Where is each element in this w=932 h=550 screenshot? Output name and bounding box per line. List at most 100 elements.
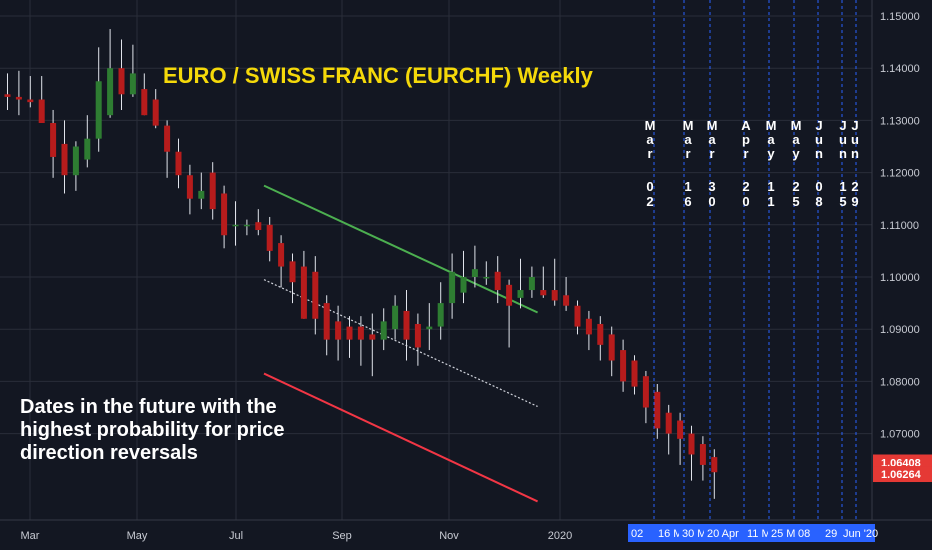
- candle-body: [232, 224, 239, 227]
- candle: [642, 370, 649, 424]
- candle-body: [426, 326, 433, 330]
- candle: [72, 141, 79, 191]
- future-date-axis-bg: [704, 524, 744, 542]
- future-date-label-char: J: [839, 118, 846, 133]
- future-date-label-char: 5: [792, 194, 799, 209]
- y-tick-label: 1.10000: [880, 272, 920, 284]
- candle: [677, 412, 684, 465]
- candle: [506, 279, 513, 348]
- candle: [323, 295, 330, 356]
- future-date-axis-label: 20 Apr: [704, 524, 744, 542]
- grid-lines: [0, 0, 872, 520]
- candle-body: [221, 193, 228, 236]
- y-tick-label: 1.12000: [880, 168, 920, 180]
- future-date-label-char: 0: [646, 179, 653, 194]
- candle-body: [699, 444, 706, 465]
- candle: [654, 384, 661, 439]
- future-date-label-char: u: [839, 132, 847, 147]
- candle: [50, 109, 57, 178]
- future-date-label-char: J: [851, 118, 858, 133]
- candle: [449, 253, 456, 319]
- candle: [61, 120, 68, 194]
- candle: [107, 29, 114, 118]
- candle: [574, 300, 581, 335]
- candle: [528, 266, 535, 298]
- candle-body: [471, 269, 478, 277]
- future-date-label-char: 1: [839, 179, 846, 194]
- candle-body: [323, 303, 330, 340]
- future-date-label-char: n: [851, 146, 859, 161]
- candle-body: [483, 277, 490, 279]
- candle-body: [72, 146, 79, 176]
- future-date-axis-label: Jun '20: [840, 524, 878, 542]
- candle-body: [506, 284, 513, 306]
- candle: [597, 316, 604, 361]
- candle-body: [95, 81, 102, 139]
- future-date-label-char: M: [707, 118, 718, 133]
- future-date-label-char: r: [709, 146, 714, 161]
- future-date-label-char: a: [767, 132, 775, 147]
- candle: [631, 355, 638, 395]
- candle-body: [300, 266, 307, 319]
- candle: [380, 308, 387, 351]
- candle: [232, 201, 239, 246]
- future-date-label-char: M: [683, 118, 694, 133]
- time-axis[interactable]: Mar May Jul Sep Nov 2020: [21, 530, 573, 542]
- candle-body: [209, 172, 216, 210]
- candle: [494, 256, 501, 304]
- candle: [243, 219, 250, 236]
- candle-body: [38, 99, 45, 124]
- x-tick-label: Sep: [332, 530, 352, 542]
- future-date-lines: [653, 0, 857, 520]
- annotation-line-1: Dates in the future with the: [20, 396, 277, 418]
- candle-body: [551, 290, 558, 301]
- future-date-label: Apr 20: [741, 118, 751, 209]
- candle: [129, 44, 136, 97]
- candle-body: [186, 175, 193, 199]
- future-date-axis-bg: [628, 524, 656, 542]
- candle: [198, 172, 205, 210]
- candle-body: [608, 334, 615, 361]
- candle-body: [597, 323, 604, 345]
- y-tick-label: 1.08000: [880, 376, 920, 388]
- candle: [540, 266, 547, 298]
- candle: [175, 138, 182, 189]
- candle-body: [517, 290, 524, 298]
- price-axis[interactable]: 1.15000 1.14000 1.13000 1.12000 1.11000 1.100…: [880, 11, 920, 441]
- candle-body: [620, 350, 627, 382]
- candle-body: [574, 305, 581, 327]
- candle-body: [335, 321, 342, 340]
- future-date-axis-bg: [822, 524, 842, 542]
- price-tag-label: 1.06264: [881, 469, 922, 481]
- candle-body: [289, 261, 296, 283]
- y-tick-label: 1.11000: [880, 220, 919, 232]
- candle-body: [27, 99, 34, 103]
- candle-body: [312, 271, 319, 319]
- future-date-label: Jun 15: [839, 118, 847, 209]
- candle-body: [540, 290, 547, 296]
- candle: [38, 76, 45, 124]
- candle-body: [437, 303, 444, 327]
- future-date-axis-bg: [795, 524, 822, 542]
- candle: [403, 290, 410, 361]
- x-tick-label: 2020: [548, 530, 572, 542]
- future-date-axis-bg: [679, 524, 706, 542]
- candle-body: [688, 433, 695, 455]
- x-tick-label: Nov: [439, 530, 459, 542]
- future-date-label-char: y: [792, 146, 800, 161]
- candle: [118, 39, 125, 110]
- future-date-label-char: 2: [851, 179, 858, 194]
- candle: [551, 258, 558, 306]
- candle-body: [665, 412, 672, 434]
- x-tick-label: Mar: [21, 530, 40, 542]
- candle-body: [198, 190, 205, 199]
- future-date-label: Mar 16: [683, 118, 694, 209]
- candle-body: [266, 224, 273, 251]
- candle: [186, 164, 193, 215]
- future-date-label-char: 2: [792, 179, 799, 194]
- candle-body: [4, 94, 11, 97]
- future-date-axis-text: 08: [798, 528, 810, 540]
- future-date-axis-bg: [840, 524, 875, 542]
